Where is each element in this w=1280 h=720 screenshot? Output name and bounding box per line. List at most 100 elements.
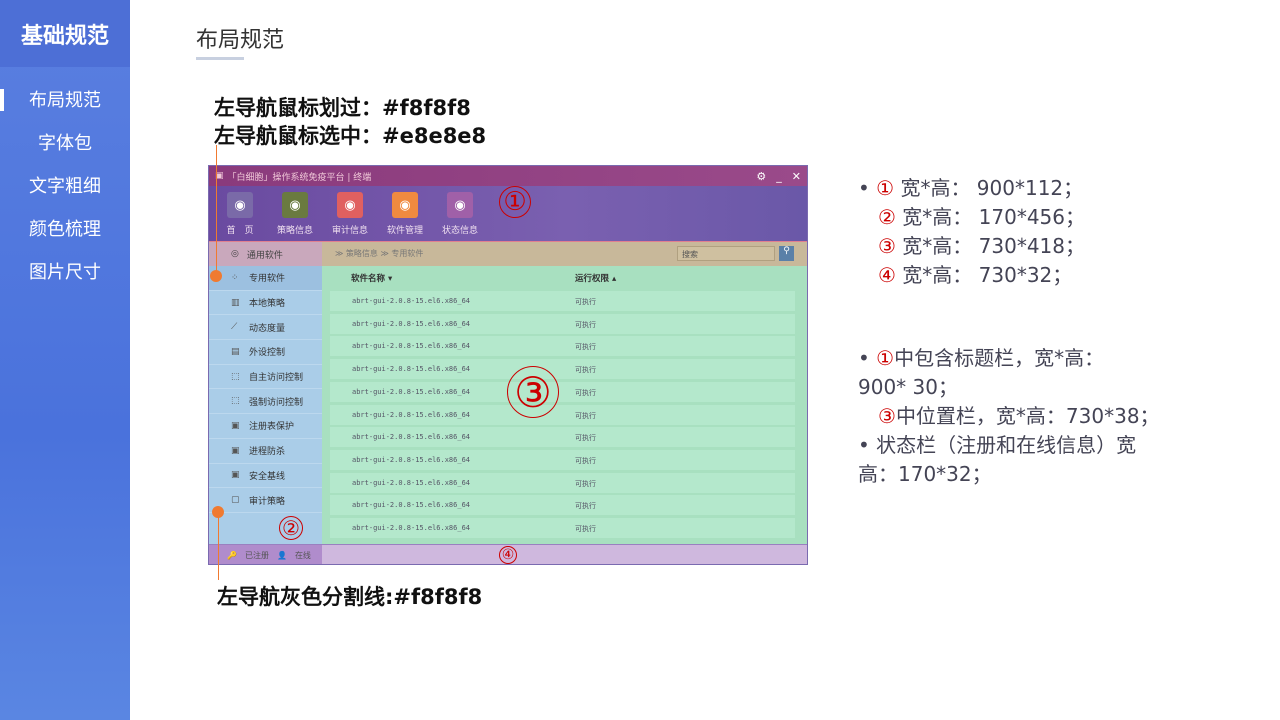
nav-item[interactable]: ▣ 安全基线	[209, 464, 322, 489]
sidebar-item[interactable]: 颜色梳理	[29, 218, 101, 240]
col-header-permission[interactable]: 运行权限 ▴	[575, 274, 617, 284]
nav-label: 自主访问控制	[249, 373, 304, 384]
toolbar-label: 软件管理	[386, 226, 423, 236]
audit-icon: ▢	[231, 495, 240, 506]
device-icon: ▤	[231, 346, 240, 357]
cell-permission: 可执行	[575, 479, 596, 488]
marker-4: ④	[499, 546, 517, 564]
key-icon: 🔑	[227, 551, 237, 560]
col-header-name-label: 软件名称	[351, 274, 386, 284]
nav-item[interactable]: ▥ 本地策略	[209, 291, 322, 316]
cell-name: abrt-gui-2.0.8-15.el6.x86_64	[352, 524, 471, 532]
pointer-dot-hover	[210, 270, 222, 282]
toolbar-button[interactable]: ◉ 策略信息	[270, 192, 320, 236]
mock-title-bar: ▣ 「白细胞」操作系统免疫平台 | 终端 ⚙ _ ✕	[209, 166, 807, 186]
toolbar-button[interactable]: ◉ 首 页	[215, 192, 265, 236]
mock-position-bar: ◎ 通用软件 ≫ 策略信息 ≫ 专用软件 搜索 ⚲	[209, 241, 807, 266]
table-row[interactable]: abrt-gui-2.0.8-15.el6.x86_64 可执行	[330, 518, 795, 538]
cell-name: abrt-gui-2.0.8-15.el6.x86_64	[352, 297, 471, 305]
search-button[interactable]: ⚲	[779, 246, 794, 261]
marker-3: ③	[507, 366, 559, 418]
pointer-line-divider	[218, 512, 219, 580]
nav-label: 动态度量	[249, 323, 286, 334]
gear-icon[interactable]: ⚙	[756, 169, 767, 183]
spec-item: ③ 宽*高： 730*418；	[878, 234, 1085, 258]
nav-item[interactable]: ▢ 审计策略	[209, 488, 322, 513]
table-row[interactable]: abrt-gui-2.0.8-15.el6.x86_64 可执行	[330, 381, 795, 402]
mock-toolbar: ◉ 首 页 ◉ 策略信息 ◉ 审计信息 ◉ 软件管理 ◉ 状态信息	[209, 186, 807, 241]
mockup-window: ▣ 「白细胞」操作系统免疫平台 | 终端 ⚙ _ ✕ ◉ 首 页 ◉ 策略信息 ◉ 审计信息 ◉…	[208, 165, 808, 565]
user-icon: 👤	[276, 551, 287, 560]
cell-permission: 可执行	[575, 320, 596, 329]
toolbar-label: 状态信息	[441, 226, 478, 236]
cell-permission: 可执行	[575, 388, 596, 397]
nav-item[interactable]: ▣ 进程防杀	[209, 439, 322, 464]
spec-item: • ① 宽*高： 900*112；	[858, 176, 1084, 200]
sidebar-item[interactable]: 字体包	[38, 132, 92, 154]
toolbar-button[interactable]: ◉ 审计信息	[325, 192, 375, 236]
table-row[interactable]: abrt-gui-2.0.8-15.el6.x86_64 可执行	[330, 359, 795, 380]
spec-status-bar: • 状态栏（注册和在线信息）宽 高：170*32；	[858, 433, 1137, 486]
sidebar-item[interactable]: 布局规范	[0, 77, 130, 120]
cell-name: abrt-gui-2.0.8-15.el6.x86_64	[352, 365, 471, 374]
table-row[interactable]: abrt-gui-2.0.8-15.el6.x86_64 可执行	[330, 495, 795, 516]
search-input[interactable]: 搜索	[677, 246, 775, 261]
nav-item[interactable]: ⬚ 自主访问控制	[209, 365, 322, 390]
cell-name: abrt-gui-2.0.8-15.el6.x86_64	[352, 410, 471, 419]
nav-label: 安全基线	[249, 471, 286, 482]
sidebar-nav: 布局规范字体包文字粗细颜色梳理图片尺寸	[0, 77, 130, 292]
nav-label: 外设控制	[249, 348, 286, 359]
col-header-name[interactable]: 软件名称 ▾	[351, 274, 393, 284]
spec-title-bar: • ①中包含标题栏，宽*高： 900* 30；	[858, 346, 1105, 399]
spec-position-bar: ③中位置栏，宽*高：730*38；	[878, 404, 1160, 428]
sidebar-item[interactable]: 图片尺寸	[29, 261, 101, 283]
table-row[interactable]: abrt-gui-2.0.8-15.el6.x86_64 可执行	[330, 449, 795, 470]
app-logo-icon: ▣	[215, 171, 224, 181]
minimize-icon[interactable]: _	[776, 169, 782, 183]
nav-label: 进程防杀	[249, 447, 286, 458]
spec-item: ④ 宽*高： 730*32；	[878, 263, 1073, 287]
disc-icon: ◎	[231, 249, 239, 259]
toolbar-button[interactable]: ◉ 软件管理	[380, 192, 430, 236]
toolbar-button[interactable]: ◉ 状态信息	[435, 192, 485, 236]
nav-label: 专用软件	[249, 274, 286, 285]
marker-1: ①	[499, 186, 531, 218]
table-row[interactable]: abrt-gui-2.0.8-15.el6.x86_64 可执行	[330, 336, 795, 357]
nav-item[interactable]: ▤ 外设控制	[209, 340, 322, 365]
nav-label: 审计策略	[249, 496, 286, 507]
status-icon: ◉	[447, 192, 473, 218]
cell-permission: 可执行	[575, 456, 596, 465]
shield-icon: ▣	[231, 445, 240, 456]
sidebar-item[interactable]: 文字粗细	[29, 175, 101, 197]
square-icon: ▣	[231, 470, 240, 481]
cell-name: abrt-gui-2.0.8-15.el6.x86_64	[352, 387, 471, 396]
nav-top-item[interactable]: ◎ 通用软件	[209, 242, 322, 266]
cell-permission: 可执行	[575, 502, 596, 511]
nav-label: 本地策略	[249, 299, 286, 310]
pointer-line-hover	[216, 145, 217, 275]
spec-size-list: • ① 宽*高： 900*112； ② 宽*高： 170*456； ③ 宽*高：…	[858, 174, 1085, 290]
audit-icon: ◉	[337, 192, 363, 218]
note-selected: 左导航鼠标选中：#e8e8e8	[214, 124, 487, 148]
shield-icon: ▣	[231, 420, 240, 431]
nav-item[interactable]: ⟋ 动态度量	[209, 315, 322, 341]
table-row[interactable]: abrt-gui-2.0.8-15.el6.x86_64 可执行	[330, 404, 795, 425]
table-row[interactable]: abrt-gui-2.0.8-15.el6.x86_64 可执行	[330, 427, 795, 448]
toolbar-label: 审计信息	[331, 226, 368, 236]
table-row[interactable]: abrt-gui-2.0.8-15.el6.x86_64 可执行	[330, 472, 795, 493]
breadcrumb: ≫ 策略信息 ≫ 专用软件	[335, 249, 424, 258]
cell-permission: 可执行	[575, 434, 596, 443]
page-title: 布局规范	[196, 28, 285, 53]
nav-item[interactable]: ⬚ 强制访问控制	[209, 389, 322, 415]
note-divider: 左导航灰色分割线:#f8f8f8	[217, 585, 483, 609]
table-row[interactable]: abrt-gui-2.0.8-15.el6.x86_64 可执行	[330, 313, 795, 334]
lock-cursor-icon: ⬚	[231, 396, 240, 407]
nav-item[interactable]: ⁘ 专用软件	[209, 266, 322, 291]
nav-label: 注册表保护	[249, 422, 295, 433]
line-chart-icon: ⟋	[231, 322, 238, 333]
table-row[interactable]: abrt-gui-2.0.8-15.el6.x86_64 可执行	[330, 291, 795, 311]
close-icon[interactable]: ✕	[791, 169, 801, 183]
toolbar-label: 策略信息	[276, 226, 313, 236]
mock-content: 软件名称 ▾ 运行权限 ▴ abrt-gui-2.0.8-15.el6.x86_…	[322, 266, 807, 544]
nav-item[interactable]: ▣ 注册表保护	[209, 414, 322, 439]
